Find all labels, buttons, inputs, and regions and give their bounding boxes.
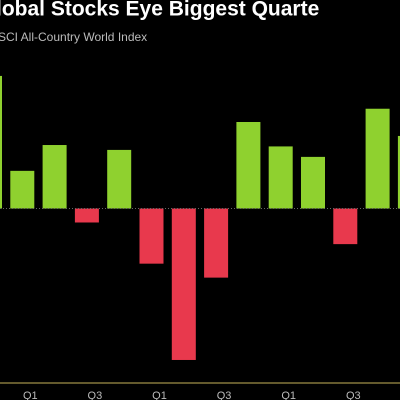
bar bbox=[236, 121, 261, 209]
x-tick-label: Q1 bbox=[23, 390, 38, 400]
bar bbox=[268, 146, 293, 209]
bar bbox=[0, 75, 2, 209]
x-tick-label: Q1 bbox=[281, 390, 296, 400]
bar bbox=[139, 208, 164, 264]
x-tick-label: Q3 bbox=[88, 390, 103, 400]
bar bbox=[107, 149, 132, 209]
bar bbox=[204, 208, 229, 278]
chart-title: lobal Stocks Eye Biggest Quarte bbox=[0, 0, 319, 21]
x-tick-label: Q3 bbox=[217, 390, 232, 400]
bar bbox=[74, 208, 99, 223]
bar bbox=[42, 145, 67, 209]
bar bbox=[397, 135, 400, 209]
chart-subtitle: SCI All-Country World Index bbox=[0, 30, 147, 44]
bar bbox=[365, 108, 390, 209]
bar bbox=[333, 208, 358, 245]
bar bbox=[171, 208, 196, 360]
x-tick-label: Q3 bbox=[346, 390, 361, 400]
x-tick-label: Q1 bbox=[152, 390, 167, 400]
bar bbox=[10, 170, 35, 209]
bar bbox=[301, 156, 325, 209]
